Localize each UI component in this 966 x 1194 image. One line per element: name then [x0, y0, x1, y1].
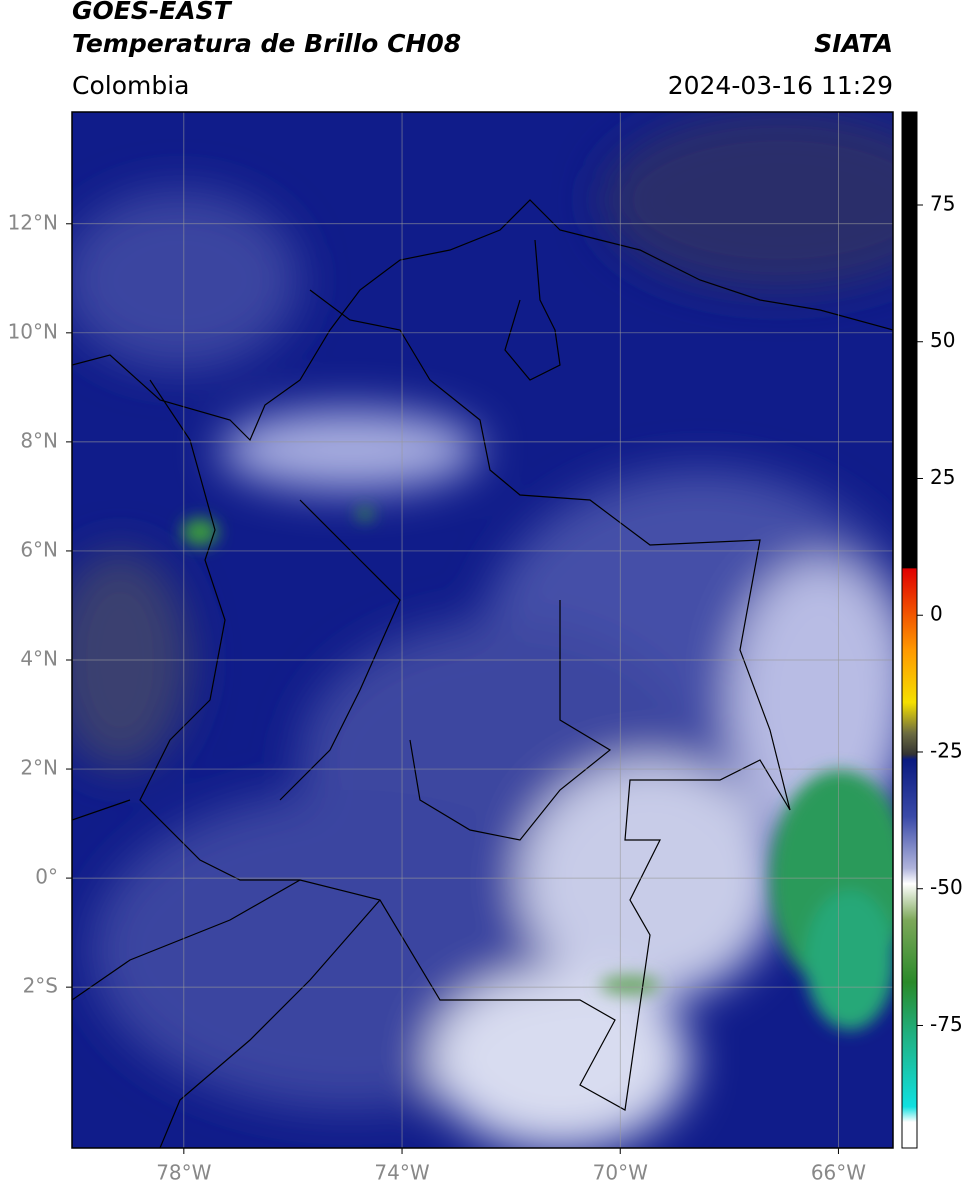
- x-tick-label: 70°W: [593, 1161, 648, 1185]
- colorbar-tick-label: -25: [930, 738, 963, 762]
- y-tick-label: 2°S: [23, 974, 58, 998]
- source: SIATA: [814, 29, 893, 58]
- y-tick-label: 2°N: [20, 756, 58, 780]
- x-tick-label: 66°W: [811, 1161, 866, 1185]
- colorbar: [901, 111, 918, 1149]
- x-tick-label: 74°W: [374, 1161, 429, 1185]
- title: GOES-EAST: [72, 0, 233, 25]
- region: Colombia: [72, 71, 189, 100]
- colorbar-tick-label: 25: [930, 465, 955, 489]
- colorbar-tick-label: -50: [930, 875, 963, 899]
- colorbar-tick-label: 0: [930, 602, 943, 626]
- colorbar-tick-label: 50: [930, 328, 955, 352]
- x-tick-label: 78°W: [156, 1161, 211, 1185]
- colorbar-tick-label: 75: [930, 191, 955, 215]
- map-frame: [71, 111, 894, 1149]
- y-tick-label: 8°N: [20, 428, 58, 452]
- satellite-image: [72, 112, 893, 1148]
- datetime: 2024-03-16 11:29: [668, 71, 893, 100]
- colorbar-tick-label: -75: [930, 1012, 963, 1036]
- y-tick-label: 4°N: [20, 646, 58, 670]
- y-tick-label: 12°N: [8, 210, 58, 234]
- subtitle: Temperatura de Brillo CH08: [72, 29, 461, 58]
- gridlines: [72, 112, 893, 1148]
- y-tick-label: 6°N: [20, 537, 58, 561]
- y-tick-label: 10°N: [8, 319, 58, 343]
- y-tick-label: 0°: [35, 865, 58, 889]
